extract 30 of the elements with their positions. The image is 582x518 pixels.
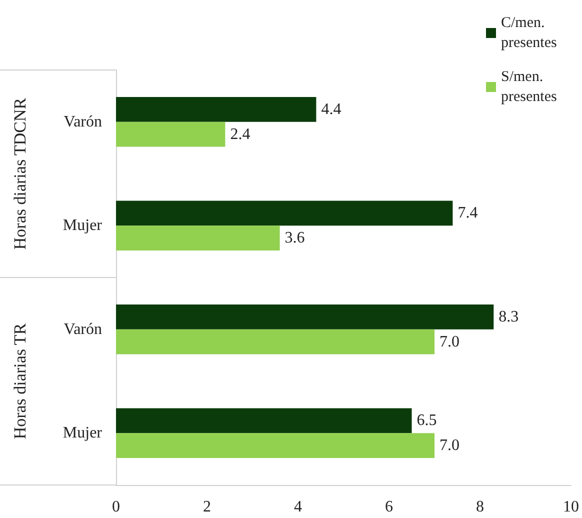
bar [116,304,494,330]
y-tick-label: Varón [64,113,102,130]
data-label: 4.4 [321,100,342,118]
x-tick-label: 8 [476,498,484,516]
data-label: 3.6 [284,230,305,247]
x-tick-label: 2 [203,498,211,516]
data-label: 7.0 [440,437,460,454]
bar [116,200,453,226]
x-tick-label: 10 [563,498,579,516]
legend-label: S/men. presentes [501,69,557,105]
bar [116,408,412,434]
legend-label: C/men. presentes [501,15,557,51]
data-label: 2.4 [230,126,250,143]
x-tick-label: 6 [385,498,393,516]
bar [116,122,226,147]
data-label: 6.5 [416,412,437,430]
bar [116,226,280,251]
data-label: 7.4 [458,204,478,222]
y-tick-label: Varón [64,320,102,338]
text: Horas diarias TR [10,322,30,440]
x-tick-label: 0 [112,498,120,516]
bar [116,329,434,354]
data-label: 7.0 [440,333,460,350]
bar [116,96,316,122]
data-label: 8.3 [498,308,519,326]
x-tick-label: 4 [294,498,302,516]
text: Horas diarias TDCNR [10,97,30,250]
bar [116,433,434,458]
y-tick-label: Mujer [62,424,103,442]
y-tick-label: Mujer [62,217,103,234]
